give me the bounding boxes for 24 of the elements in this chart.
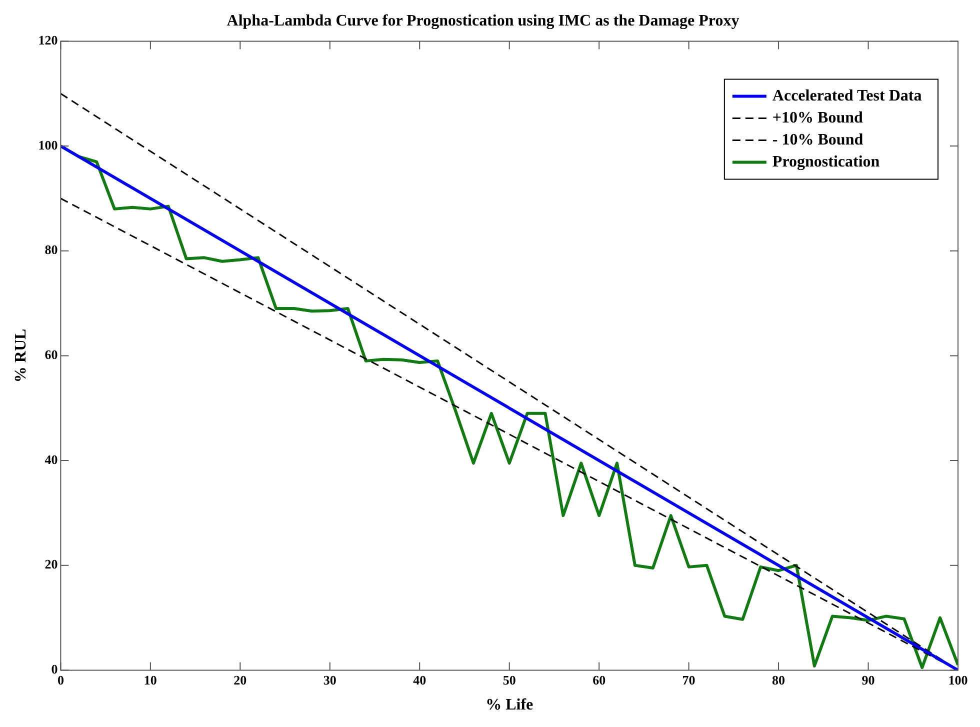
x-tick-label: 90 [862, 672, 875, 688]
y-tick-label: 0 [51, 662, 58, 677]
y-axis-title: % RUL [12, 328, 30, 383]
x-axis-title: % Life [486, 696, 534, 714]
chart-title: Alpha-Lambda Curve for Prognostication using IMC as the Damage Proxy [226, 12, 740, 30]
y-tick-label: 40 [44, 452, 58, 467]
y-tick-label: 60 [44, 347, 58, 362]
x-tick-label: 50 [502, 672, 516, 688]
x-tick-label: 40 [413, 672, 426, 688]
legend-label: +10% Bound [772, 109, 864, 126]
y-tick-label: 20 [44, 556, 58, 572]
y-tick-label: 100 [38, 137, 58, 152]
x-tick-label: 100 [948, 672, 968, 688]
x-tick-label: 80 [772, 672, 786, 688]
x-tick-label: 60 [592, 672, 606, 688]
x-tick-label: 20 [234, 672, 247, 688]
legend-label: - 10% Bound [772, 131, 864, 148]
y-tick-label: 80 [44, 242, 58, 258]
x-tick-label: 70 [682, 672, 696, 688]
x-tick-label: 10 [144, 672, 157, 688]
legend-label: Prognostication [772, 153, 880, 170]
x-tick-label: 30 [323, 672, 336, 688]
y-tick-label: 120 [38, 32, 58, 48]
legend-label: Accelerated Test Data [772, 87, 922, 104]
